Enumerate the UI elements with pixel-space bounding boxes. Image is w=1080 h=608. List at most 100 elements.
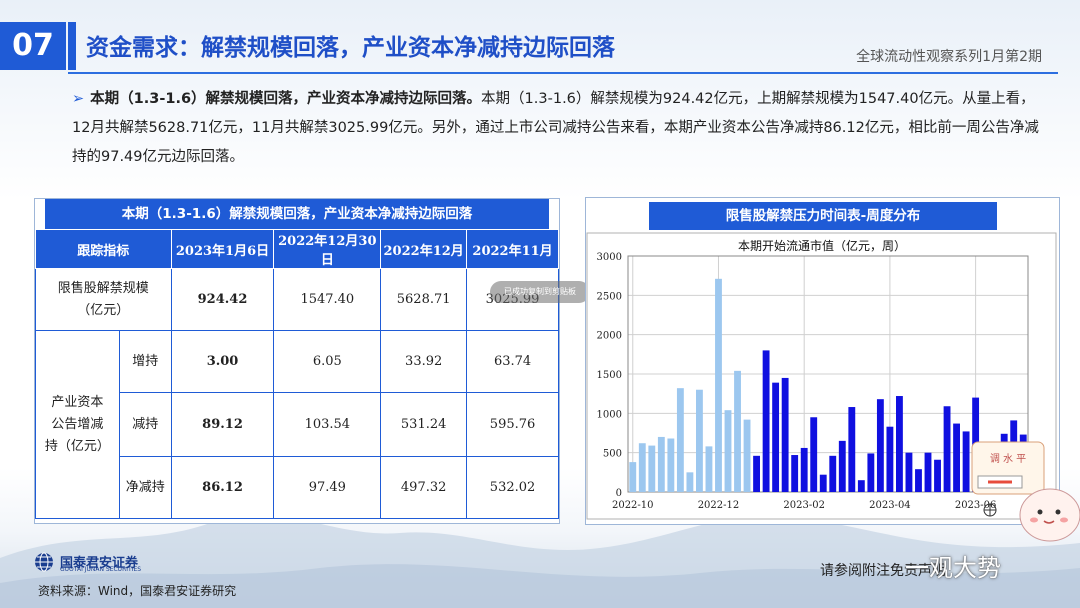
x-tick-label: 2022-12 [698,500,740,511]
chart-bar [686,472,694,492]
chart-bar [791,455,799,492]
source-note: 资料来源：Wind，国泰君安证券研究 [38,584,237,598]
header-col-1: 2023年1月6日 [170,229,275,269]
summary-body: 本期（1.3-1.6）解禁规模为924.42亿元，上期解禁规模为1547.40亿… [72,91,1039,165]
table-header-row: 跟踪指标 2023年1月6日 2022年12月30日 2022年12月 2022… [35,229,559,269]
chart-bar [676,388,684,492]
summary-lead: 本期（1.3-1.6）解禁规模回落，产业资本净减持边际回落。 [90,91,482,107]
table-cell: 33.92 [380,330,468,393]
table-cell: 595.76 [466,392,559,457]
chart-bar [934,459,941,492]
account-watermark: 一观大势 [905,554,1001,582]
chart-bar [638,443,646,492]
chart-bar [962,431,970,492]
row-group-label: 产业资本 公告增减 持（亿元） [35,330,120,519]
chart-bar [953,423,960,492]
chart-bar [876,399,884,492]
chart-bar [762,350,770,492]
chart-bar [648,445,656,492]
y-tick-label: 500 [603,449,622,460]
chart-bar [772,382,780,492]
table-row-net: 净减持 86.12 97.49 497.32 532.02 [36,456,559,519]
chart-bar [715,278,722,492]
row-label-increase: 增持 [118,330,172,393]
title-accent-bar [68,22,76,70]
chart-bar [857,480,865,492]
chart-bar [905,452,913,492]
chart-bar [838,440,846,492]
x-tick-label: 2022-10 [612,500,654,511]
summary-paragraph: ➢ 本期（1.3-1.6）解禁规模回落，产业资本净减持边际回落。本期（1.3-1.… [72,85,1042,172]
header-col-2: 2022年12月30日 [273,229,382,269]
x-tick-label: 2023-02 [783,500,825,511]
row-label-decrease: 减持 [118,392,172,457]
table-row-increase: 产业资本 公告增减 持（亿元） 增持 3.00 6.05 33.92 63.74 [35,330,559,519]
table-cell: 497.32 [380,456,468,519]
table-cell: 1547.40 [273,268,382,331]
header-indicator: 跟踪指标 [35,229,172,269]
chart-bar [810,417,818,492]
chart-title: 本期开始流通市值（亿元，周） [738,238,906,253]
chart-bar [848,407,856,492]
chart-bar [734,370,741,492]
chart-bar [896,396,903,492]
company-name-en: GUOTAI JUNAN SECURITIES [60,566,142,573]
y-tick-label: 1500 [597,370,622,381]
chart-bar [667,438,675,492]
chart-bar [943,406,951,492]
row-label-lockup: 限售股解禁规模 （亿元） [35,268,172,331]
chart-bar [915,469,922,492]
table-cell: 924.42 [170,268,275,331]
series-name: 全球流动性观察系列1月第2期 [856,49,1042,65]
table-title: 本期（1.3-1.6）解禁规模回落，产业资本净减持边际回落 [45,199,549,229]
chart-bar [867,453,875,492]
y-tick-label: 2500 [597,291,622,302]
row-label-line: 限售股解禁规模 [57,280,149,296]
chart-bar [724,410,732,492]
globe-icon [35,552,53,572]
chart-bar [705,446,713,492]
page-number: 07 [0,22,66,70]
chart-bar [781,377,789,492]
chart-bar [924,452,932,492]
arrow-bullet-icon: ➢ [72,91,85,107]
page-title: 资金需求：解禁规模回落，产业资本净减持边际回落 [86,35,615,61]
disclaimer: 请参阅附注免责声明 [820,563,946,579]
chart-bar [753,455,760,492]
background-top [0,0,1080,200]
table-cell: 3.00 [170,330,275,393]
row-label-line: 产业资本 [51,394,104,410]
company-logo: 国泰君安证券 GUOTAI JUNAN SECURITIES [34,552,234,574]
y-tick-label: 2000 [597,331,622,342]
chart-bar [657,436,665,492]
header-col-3: 2022年12月 [380,229,468,269]
table-cell: 86.12 [170,456,275,519]
y-tick-label: 1000 [597,409,622,420]
y-tick-label: 0 [616,488,622,499]
x-tick-label: 2023-06 [955,500,997,511]
y-tick-label: 3000 [597,252,622,263]
table-row-lockup: 限售股解禁规模 （亿元） 924.42 1547.40 5628.71 3025… [35,268,559,331]
mascot-sticker: 调 水 平 [971,441,1080,542]
table-cell: 6.05 [273,330,382,393]
table-cell: 89.12 [170,392,275,457]
title-rule [68,72,1058,74]
chart-bar [743,419,751,492]
chart-bar [696,389,703,492]
x-tick-label: 2023-04 [869,500,911,511]
table-cell: 97.49 [273,456,382,519]
row-label-line: 持（亿元） [44,438,110,454]
table-cell: 103.54 [273,392,382,457]
row-label-line: 公告增减 [51,416,104,432]
table-panel: 本期（1.3-1.6）解禁规模回落，产业资本净减持边际回落 跟踪指标 2023年… [34,198,560,524]
header-col-4: 2022年11月 [466,229,559,269]
chart-bar [829,455,837,492]
tracking-table: 跟踪指标 2023年1月6日 2022年12月30日 2022年12月 2022… [35,229,559,519]
chart-header: 限售股解禁压力时间表-周度分布 [649,202,997,230]
table-cell: 63.74 [466,330,559,393]
table-cell: 531.24 [380,392,468,457]
table-cell: 5628.71 [380,268,468,331]
row-label-line: （亿元） [77,302,130,318]
chart-bar [819,474,827,492]
mascot-text: 调 水 平 [990,453,1026,465]
